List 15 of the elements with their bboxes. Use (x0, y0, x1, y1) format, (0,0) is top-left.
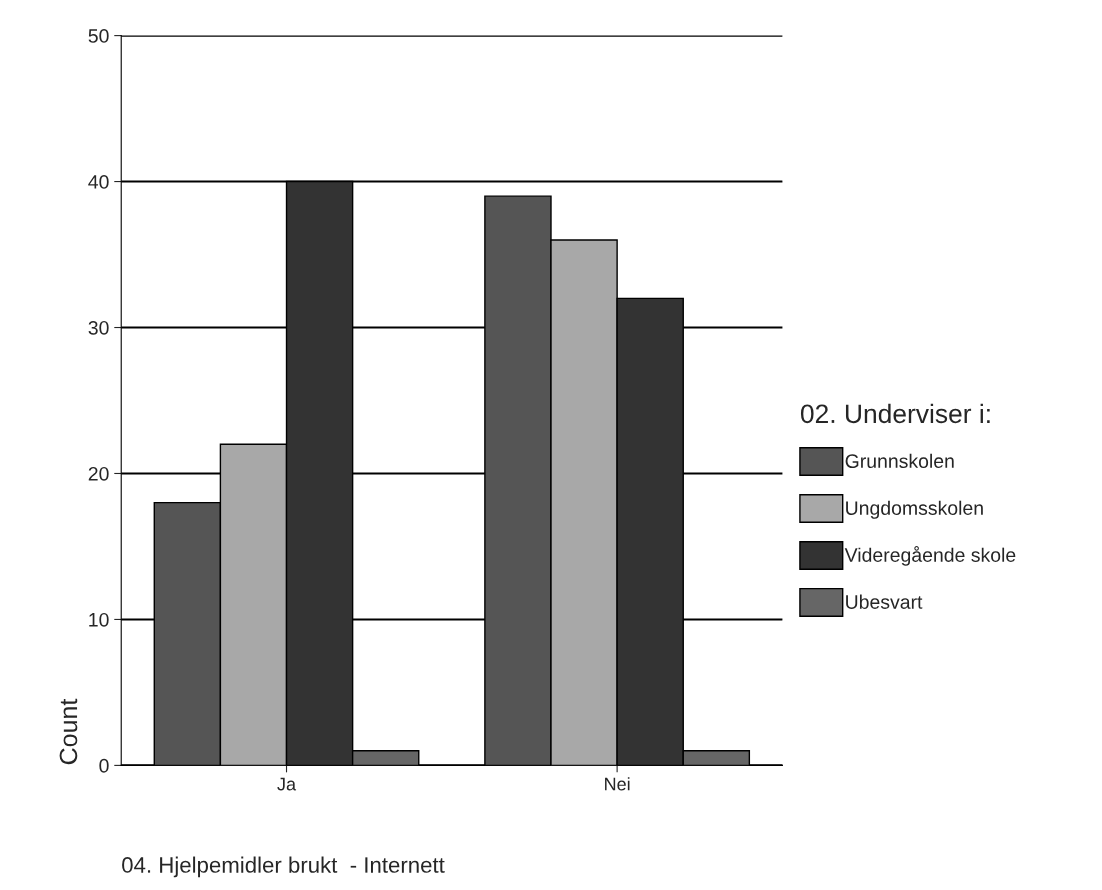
legend-label: Ungdomsskolen (846, 500, 983, 519)
y-tick-label: 0 (99, 758, 109, 773)
y-tick-label: 10 (89, 612, 109, 627)
legend-label: Grunnskolen (845, 453, 954, 469)
x-axis-title: 04. Hjelpemidler brukt - Internett (122, 856, 445, 878)
y-tick-label: 20 (88, 466, 109, 481)
x-tick-label: Ja (277, 777, 297, 791)
legend-title: 02. Underviser i: (800, 403, 990, 424)
y-tick-label: 30 (88, 320, 109, 335)
x-tick-label: Nei (605, 777, 630, 791)
y-tick-label: 40 (88, 175, 109, 189)
y-axis-title: Count (59, 698, 78, 765)
legend-label: Ubesvart (846, 594, 923, 609)
legend-label: Videregående skole (844, 546, 1016, 566)
y-tick-label: 50 (88, 29, 109, 43)
